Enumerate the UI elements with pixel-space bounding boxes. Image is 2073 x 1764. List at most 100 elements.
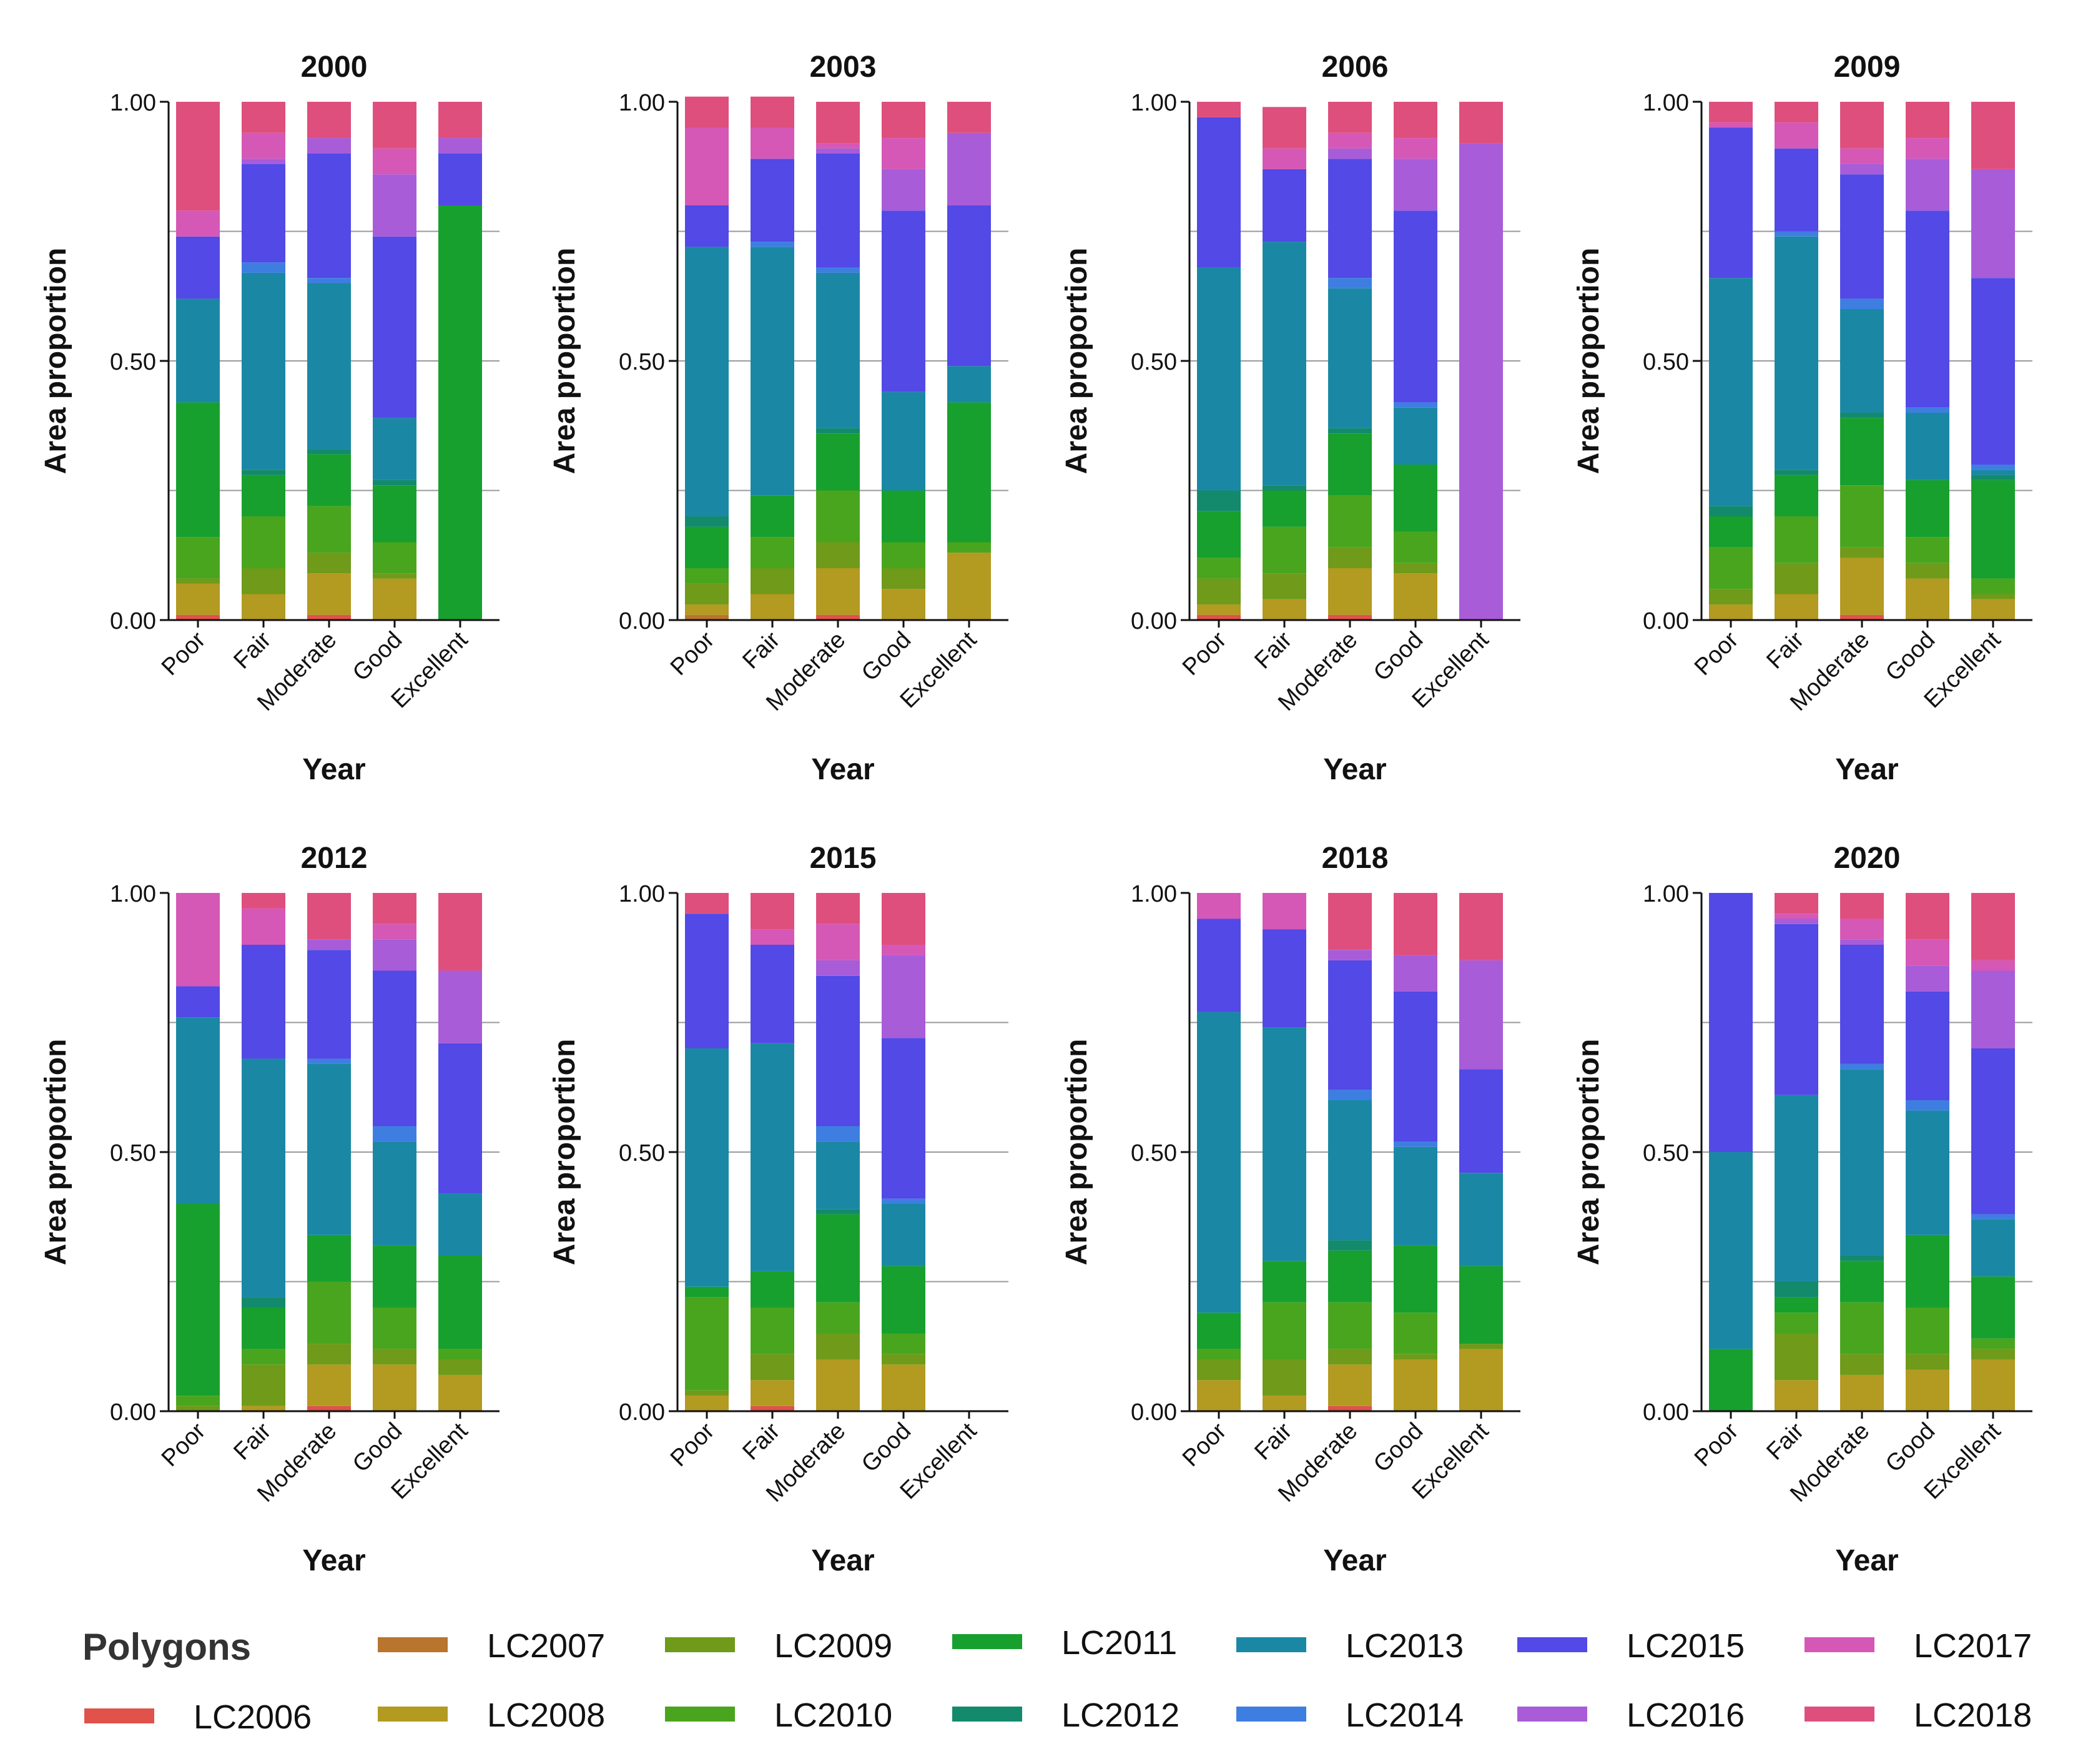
bar-segment-good-lc2011 — [882, 490, 925, 543]
bar-segment-poor-lc2018 — [1197, 102, 1241, 117]
bar-segment-moderate-lc2006 — [816, 614, 860, 620]
bar-segment-poor-lc2012 — [685, 516, 729, 527]
bar-segment-excellent-lc2018 — [438, 893, 482, 971]
bar-segment-good-lc2013 — [882, 1204, 925, 1266]
y-tick-label: 1.00 — [1643, 881, 1689, 907]
bar-segment-excellent-lc2015 — [438, 1043, 482, 1194]
legend-item-lc2010: LC2010 — [665, 1697, 892, 1734]
bar-segment-moderate-lc2013 — [307, 1063, 351, 1235]
bar-segment-moderate-lc2009 — [1328, 1349, 1372, 1365]
bar-segment-excellent-lc2017 — [1971, 960, 2015, 971]
bar-segment-fair-lc2012 — [1775, 1281, 1818, 1298]
bar-segment-moderate-lc2015 — [1328, 960, 1372, 1090]
bar-segment-good-lc2010 — [882, 1333, 925, 1354]
bar-segment-moderate-lc2006 — [1328, 1406, 1372, 1411]
bar-segment-moderate-lc2014 — [307, 278, 351, 283]
bar-segment-fair-lc2009 — [751, 1354, 794, 1381]
y-axis-title: Area proportion — [548, 1039, 581, 1266]
bar-segment-moderate-lc2014 — [307, 1058, 351, 1064]
bar-segment-moderate-lc2013 — [1840, 1069, 1884, 1256]
bar-segment-good-lc2010 — [882, 542, 925, 568]
legend-label: LC2017 — [1914, 1627, 2032, 1665]
bar-segment-moderate-lc2013 — [816, 1141, 860, 1210]
y-tick-label: 1.00 — [1643, 90, 1689, 116]
bar-segment-moderate-lc2018 — [1328, 102, 1372, 133]
x-axis-title: Year — [302, 1544, 365, 1577]
bar-segment-moderate-lc2018 — [307, 893, 351, 940]
y-tick-label: 1.00 — [619, 881, 665, 907]
legend-item-lc2007: LC2007 — [378, 1627, 605, 1665]
y-tick-label: 1.00 — [1131, 90, 1177, 116]
legend-item-lc2013: LC2013 — [1236, 1627, 1464, 1665]
bar-segment-good-lc2014 — [882, 1198, 925, 1204]
bar-segment-excellent-lc2016 — [1971, 970, 2015, 1048]
bar-segment-moderate-lc2014 — [816, 1126, 860, 1142]
bar-segment-poor-lc2011 — [1197, 1313, 1241, 1349]
bar-segment-moderate-lc2009 — [1840, 547, 1884, 558]
bar-segment-fair-lc2011 — [1263, 490, 1306, 527]
bar-segment-poor-lc2012 — [1709, 506, 1753, 516]
chart-title: 2000 — [301, 51, 368, 84]
bar-segment-moderate-lc2016 — [307, 138, 351, 154]
bar-segment-moderate-lc2015 — [307, 950, 351, 1059]
bar-segment-moderate-lc2012 — [1840, 1256, 1884, 1261]
bar-segment-poor-lc2009 — [1197, 578, 1241, 605]
bar-segment-fair-lc2009 — [1775, 563, 1818, 594]
bar-segment-excellent-lc2014 — [1971, 465, 2015, 470]
x-tick-label-poor: Poor — [1690, 1417, 1744, 1472]
chart-title: 2015 — [810, 842, 877, 875]
bar-segment-moderate-lc2006 — [307, 1406, 351, 1411]
bar-segment-moderate-lc2018 — [1840, 102, 1884, 149]
bar-segment-excellent-lc2011 — [947, 402, 991, 543]
bar-segment-fair-lc2011 — [751, 495, 794, 538]
bar-segment-poor-lc2009 — [1197, 1359, 1241, 1381]
bar-segment-poor-lc2013 — [685, 247, 729, 516]
bar-segment-fair-lc2011 — [1775, 1297, 1818, 1313]
bar-segment-moderate-lc2011 — [1840, 1261, 1884, 1303]
bar-segment-good-lc2013 — [373, 1141, 416, 1246]
bar-segment-fair-lc2009 — [1775, 1333, 1818, 1381]
bar-segment-fair-lc2010 — [1263, 1302, 1306, 1359]
bar-segment-moderate-lc2015 — [816, 975, 860, 1126]
bar-segment-good-lc2016 — [1394, 955, 1437, 992]
bar-segment-fair-lc2010 — [242, 1349, 285, 1365]
bar-segment-moderate-lc2014 — [1328, 278, 1372, 288]
bar-segment-moderate-lc2016 — [1840, 939, 1884, 945]
bar-segment-poor-lc2018 — [685, 96, 729, 128]
bar-segment-poor-lc2008 — [685, 604, 729, 615]
y-tick-label: 0.00 — [619, 1399, 665, 1426]
bar-segment-moderate-lc2012 — [816, 428, 860, 434]
bar-segment-excellent-lc2018 — [438, 102, 482, 139]
y-axis-title: Area proportion — [1060, 1039, 1093, 1266]
bar-segment-poor-lc2008 — [1709, 604, 1753, 620]
bar-segment-fair-lc2015 — [242, 164, 285, 263]
x-tick-label-fair: Fair — [229, 1417, 276, 1465]
bar-segment-excellent-lc2016 — [438, 138, 482, 154]
bar-segment-moderate-lc2012 — [1328, 1240, 1372, 1251]
bar-segment-excellent-lc2010 — [438, 1349, 482, 1359]
bar-segment-poor-lc2015 — [1709, 893, 1753, 1152]
bar-segment-good-lc2011 — [1906, 1234, 1949, 1308]
bar-segment-excellent-lc2018 — [947, 102, 991, 133]
bar-segment-poor-lc2006 — [176, 614, 220, 620]
y-tick-label: 0.50 — [110, 349, 156, 375]
bar-segment-poor-lc2017 — [1197, 893, 1241, 919]
bar-segment-good-lc2017 — [1906, 138, 1949, 159]
bar-segment-poor-lc2011 — [1709, 516, 1753, 548]
bar-segment-excellent-lc2008 — [1459, 1349, 1503, 1411]
bar-segment-poor-lc2010 — [1197, 558, 1241, 579]
bar-segment-excellent-lc2015 — [1459, 1069, 1503, 1173]
bar-segment-poor-lc2017 — [685, 127, 729, 205]
bar-segment-fair-lc2010 — [1263, 526, 1306, 574]
bar-segment-good-lc2018 — [1394, 893, 1437, 955]
bar-segment-good-lc2015 — [1906, 210, 1949, 408]
bar-segment-moderate-lc2008 — [1840, 558, 1884, 615]
bar-segment-moderate-lc2018 — [816, 893, 860, 924]
bar-segment-excellent-lc2008 — [1971, 599, 2015, 620]
bar-segment-moderate-lc2016 — [1328, 950, 1372, 960]
bar-segment-fair-lc2009 — [242, 568, 285, 594]
bar-segment-fair-lc2015 — [1263, 929, 1306, 1028]
